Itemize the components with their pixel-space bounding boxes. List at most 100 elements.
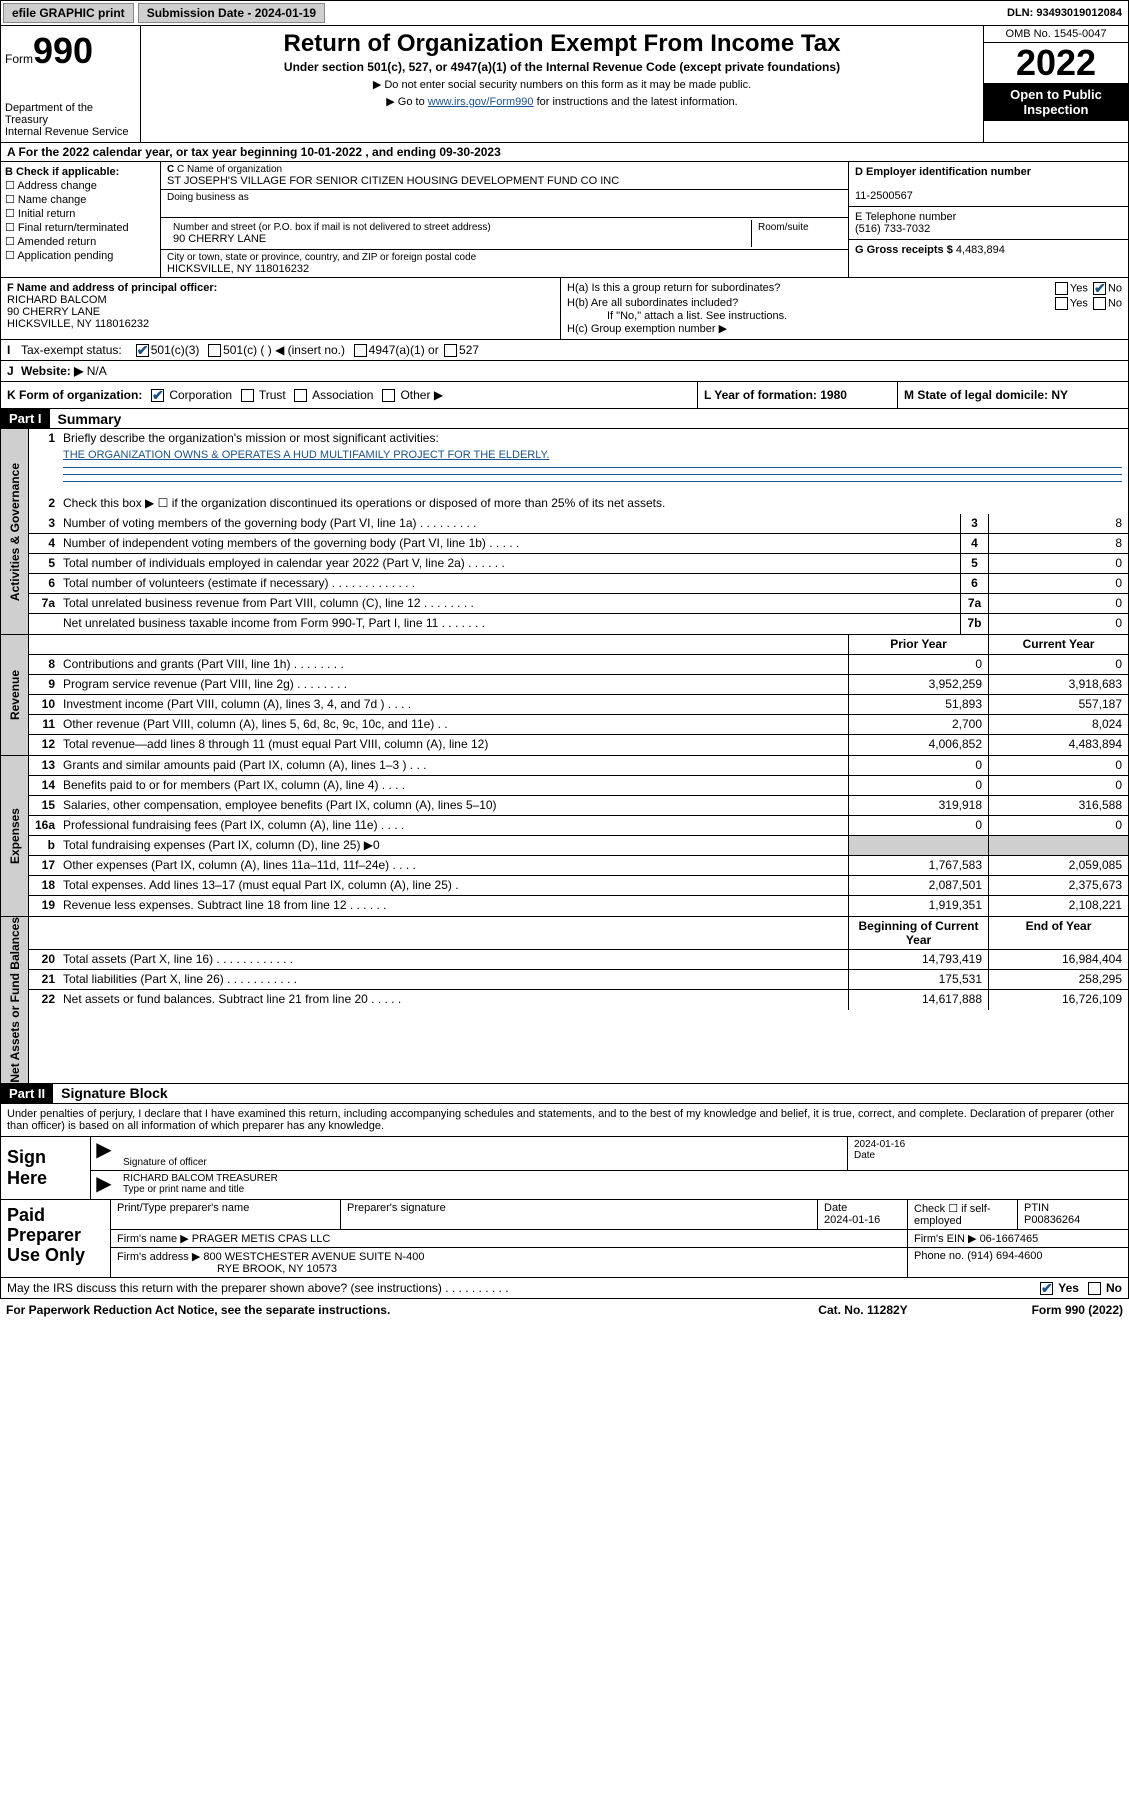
line22-label: Net assets or fund balances. Subtract li… [59,990,848,1010]
row-j: J Website: ▶ N/A [0,361,1129,382]
block-f-h: F Name and address of principal officer:… [0,278,1129,340]
firm-name: PRAGER METIS CPAS LLC [192,1233,331,1245]
part2-header: Part II Signature Block [0,1084,1129,1104]
line16a-prior: 0 [848,816,988,835]
chk-application-pending[interactable]: ☐ Application pending [5,249,156,262]
line8-curr: 0 [988,655,1128,674]
line5-value: 0 [988,554,1128,573]
ha-no-checkbox[interactable] [1093,282,1106,295]
chk-501c[interactable] [208,344,221,357]
side-tab-governance: Activities & Governance [1,429,29,634]
line7b-value: 0 [988,614,1128,634]
chk-address-change[interactable]: ☐ Address change [5,179,156,192]
prep-h5: PTIN [1024,1202,1049,1214]
chk-initial-return[interactable]: ☐ Initial return [5,207,156,220]
officer-printed-name: RICHARD BALCOM TREASURER [123,1173,1122,1184]
row-a-text: A For the 2022 calendar year, or tax yea… [7,145,501,159]
block-b-through-g: B Check if applicable: ☐ Address change … [0,162,1129,278]
type-name-label: Type or print name and title [123,1184,1122,1195]
net-assets-section: Net Assets or Fund Balances Beginning of… [0,917,1129,1084]
side-tab-revenue: Revenue [1,635,29,755]
line12-curr: 4,483,894 [988,735,1128,755]
hdr-prior-year: Prior Year [848,635,988,654]
line9-prior: 3,952,259 [848,675,988,694]
form-header: Form990 Department of the Treasury Inter… [0,26,1129,143]
part2-label: Part II [1,1084,53,1103]
line18-curr: 2,375,673 [988,876,1128,895]
line12-label: Total revenue—add lines 8 through 11 (mu… [59,735,848,755]
paid-preparer-block: Paid Preparer Use Only Print/Type prepar… [0,1200,1129,1278]
line3-value: 8 [988,514,1128,533]
discuss-no-checkbox[interactable] [1088,1282,1101,1295]
footer-note: For Paperwork Reduction Act Notice, see … [0,1299,1129,1321]
hb-label: H(b) Are all subordinates included? [567,297,738,310]
chk-other[interactable] [382,389,395,402]
hb-yes-checkbox[interactable] [1055,297,1068,310]
dln-label: DLN: 93493019012084 [1007,7,1128,19]
section-b-label: B Check if applicable: [5,166,156,178]
line15-label: Salaries, other compensation, employee b… [59,796,848,815]
chk-501c3[interactable] [136,344,149,357]
form-ref: Form 990 (2022) [963,1303,1123,1317]
signature-declaration: Under penalties of perjury, I declare th… [0,1104,1129,1137]
line16a-curr: 0 [988,816,1128,835]
section-h: H(a) Is this a group return for subordin… [561,278,1128,339]
hc-label: H(c) Group exemption number ▶ [567,322,1122,335]
officer-addr2: HICKSVILLE, NY 118016232 [7,318,149,330]
irs-link[interactable]: www.irs.gov/Form990 [428,96,534,108]
top-bar: efile GRAPHIC print Submission Date - 20… [0,0,1129,26]
firm-addr-label: Firm's address ▶ [117,1251,200,1263]
chk-association[interactable] [294,389,307,402]
line1-label: Briefly describe the organization's miss… [59,429,1128,449]
efile-button[interactable]: efile GRAPHIC print [3,3,134,23]
firm-addr2: RYE BROOK, NY 10573 [217,1263,337,1275]
ha-yes-checkbox[interactable] [1055,282,1068,295]
line4-value: 8 [988,534,1128,553]
chk-trust[interactable] [241,389,254,402]
header-note-1: ▶ Do not enter social security numbers o… [149,78,975,91]
line2-label: Check this box ▶ ☐ if the organization d… [59,494,1128,514]
sign-here-label: Sign Here [1,1137,91,1199]
section-f: F Name and address of principal officer:… [1,278,561,339]
tax-exempt-label: Tax-exempt status: [21,343,122,357]
sig-date-label: Date [854,1150,1122,1161]
dba-label: Doing business as [167,192,842,203]
firm-ein: 06-1667465 [980,1233,1039,1245]
line8-label: Contributions and grants (Part VIII, lin… [59,655,848,674]
chk-corporation[interactable] [151,389,164,402]
line9-curr: 3,918,683 [988,675,1128,694]
section-b: B Check if applicable: ☐ Address change … [1,162,161,277]
header-note-2: ▶ Go to www.irs.gov/Form990 for instruct… [149,95,975,108]
governance-section: Activities & Governance 1Briefly describ… [0,429,1129,635]
k-label: K Form of organization: [7,388,142,402]
f-label: F Name and address of principal officer: [7,282,217,294]
irs-label: Internal Revenue Service [5,126,136,138]
website-value: N/A [87,364,107,378]
addr-label: Number and street (or P.O. box if mail i… [173,222,745,233]
city-label: City or town, state or province, country… [167,252,842,263]
header-mid: Return of Organization Exempt From Incom… [141,26,983,142]
line16b-label: Total fundraising expenses (Part IX, col… [59,836,848,855]
website-label: Website: ▶ [21,364,83,378]
cat-no: Cat. No. 11282Y [763,1303,963,1317]
sig-officer-label: Signature of officer [123,1157,841,1168]
chk-4947[interactable] [354,344,367,357]
chk-527[interactable] [444,344,457,357]
line11-curr: 8,024 [988,715,1128,734]
prep-h2: Preparer's signature [341,1200,818,1229]
note2-pre: ▶ Go to [386,96,427,108]
chk-name-change[interactable]: ☐ Name change [5,193,156,206]
submission-date-button[interactable]: Submission Date - 2024-01-19 [138,3,325,23]
line14-curr: 0 [988,776,1128,795]
hb-no-checkbox[interactable] [1093,297,1106,310]
chk-amended-return[interactable]: ☐ Amended return [5,235,156,248]
discuss-yes-checkbox[interactable] [1040,1282,1053,1295]
line5-label: Total number of individuals employed in … [59,554,960,573]
may-irs-discuss: May the IRS discuss this return with the… [7,1281,1038,1295]
prep-h4: Check ☐ if self-employed [908,1200,1018,1229]
ha-label: H(a) Is this a group return for subordin… [567,282,780,295]
mission-text: THE ORGANIZATION OWNS & OPERATES A HUD M… [29,449,1128,494]
chk-final-return[interactable]: ☐ Final return/terminated [5,221,156,234]
line4-label: Number of independent voting members of … [59,534,960,553]
line6-label: Total number of volunteers (estimate if … [59,574,960,593]
